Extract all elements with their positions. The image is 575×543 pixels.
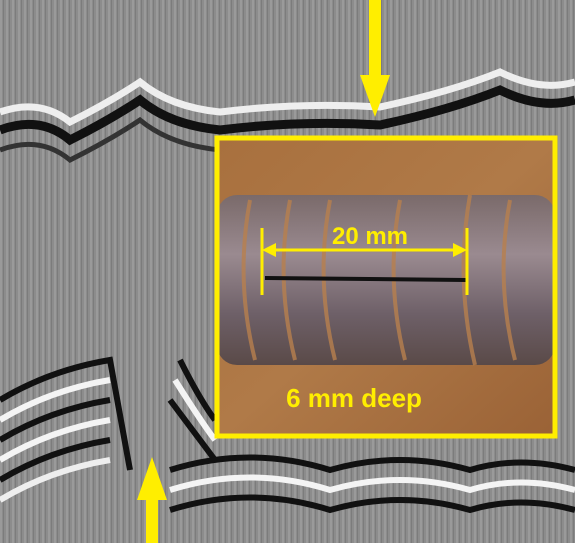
depth-label: 6 mm deep <box>286 383 422 413</box>
page: 20 mm 6 mm deep (() => { const data = JS… <box>0 0 575 543</box>
length-label: 20 mm <box>332 223 408 250</box>
scene: 20 mm 6 mm deep <box>0 0 575 543</box>
inset-photo: 20 mm 6 mm deep <box>217 138 555 436</box>
